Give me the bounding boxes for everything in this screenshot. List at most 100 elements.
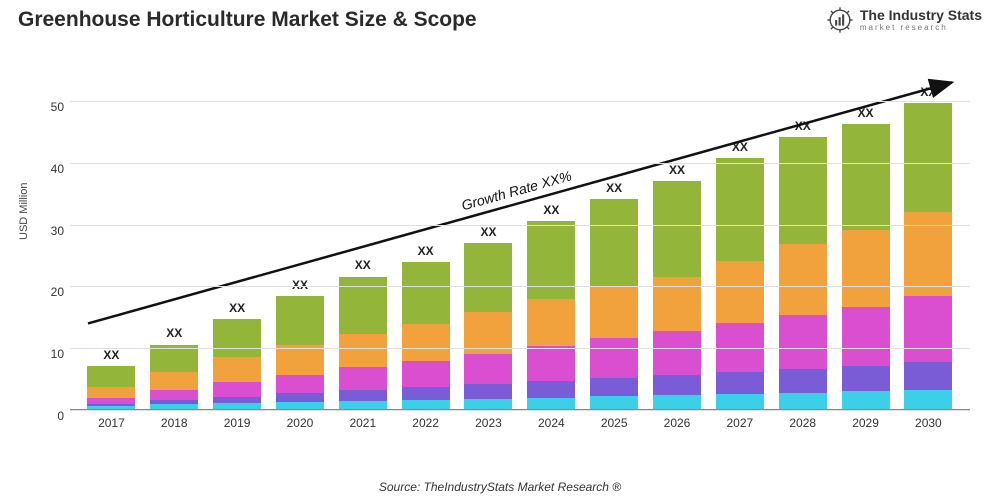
- bar-segment: [213, 357, 261, 382]
- bar-segment: [464, 354, 512, 384]
- bar-column: XX2028: [779, 137, 827, 410]
- bar-stack: [842, 124, 890, 410]
- x-tick-label: 2019: [224, 416, 251, 430]
- gridline: [70, 101, 970, 102]
- x-tick-label: 2023: [475, 416, 502, 430]
- bar-column: XX2024: [527, 221, 575, 410]
- gear-chart-icon: [826, 6, 854, 34]
- logo-sub-text: market research: [860, 24, 982, 32]
- x-tick-label: 2024: [538, 416, 565, 430]
- bar-stack: [87, 366, 135, 410]
- bar-segment: [842, 366, 890, 392]
- bar-segment: [339, 390, 387, 401]
- bar-segment: [150, 372, 198, 390]
- x-tick-label: 2018: [161, 416, 188, 430]
- y-axis-label: USD Million: [18, 183, 30, 240]
- bar-column: XX2022: [402, 262, 450, 410]
- bar-value-label: XX: [858, 106, 874, 120]
- bar-segment: [716, 394, 764, 410]
- bar-segment: [527, 221, 575, 299]
- bar-segment: [87, 387, 135, 398]
- bar-value-label: XX: [795, 119, 811, 133]
- bar-segment: [590, 199, 638, 287]
- y-tick-label: 0: [57, 409, 64, 423]
- bar-segment: [527, 346, 575, 381]
- x-tick-label: 2028: [789, 416, 816, 430]
- bar-column: XX2030: [904, 103, 952, 410]
- y-tick-label: 40: [51, 162, 64, 176]
- bar-segment: [842, 391, 890, 410]
- bar-segment: [653, 375, 701, 395]
- gridline: [70, 225, 970, 226]
- bar-segment: [904, 103, 952, 212]
- bar-segment: [402, 387, 450, 400]
- gridline: [70, 163, 970, 164]
- x-tick-label: 2029: [852, 416, 879, 430]
- bar-segment: [904, 390, 952, 410]
- bar-value-label: XX: [920, 85, 936, 99]
- brand-logo: The Industry Stats market research: [826, 6, 982, 34]
- bar-segment: [653, 181, 701, 277]
- bar-column: XX2025: [590, 199, 638, 410]
- bar-segment: [339, 367, 387, 389]
- bar-segment: [213, 382, 261, 397]
- bar-segment: [276, 296, 324, 345]
- bar-segment: [842, 124, 890, 230]
- bar-stack: [779, 137, 827, 410]
- x-tick-label: 2027: [727, 416, 754, 430]
- x-tick-label: 2022: [412, 416, 439, 430]
- bar-segment: [779, 137, 827, 244]
- bar-column: XX2029: [842, 124, 890, 410]
- bar-column: XX2019: [213, 319, 261, 410]
- bar-stack: [590, 199, 638, 410]
- bar-value-label: XX: [543, 203, 559, 217]
- bar-segment: [402, 262, 450, 324]
- chart-area: XX2017XX2018XX2019XX2020XX2021XX2022XX20…: [70, 70, 970, 440]
- bar-segment: [527, 299, 575, 346]
- bar-segment: [402, 324, 450, 361]
- bar-segment: [464, 384, 512, 399]
- bar-segment: [653, 331, 701, 375]
- x-tick-label: 2017: [98, 416, 125, 430]
- bar-segment: [842, 230, 890, 307]
- bar-segment: [339, 277, 387, 334]
- x-tick-label: 2021: [349, 416, 376, 430]
- bar-column: XX2026: [653, 181, 701, 410]
- bar-column: XX2020: [276, 296, 324, 410]
- bar-value-label: XX: [229, 301, 245, 315]
- bar-segment: [779, 315, 827, 368]
- bars-container: XX2017XX2018XX2019XX2020XX2021XX2022XX20…: [70, 70, 970, 410]
- bar-column: XX2023: [464, 243, 512, 410]
- bar-value-label: XX: [732, 140, 748, 154]
- bar-segment: [590, 378, 638, 397]
- x-tick-label: 2020: [287, 416, 314, 430]
- bar-value-label: XX: [669, 163, 685, 177]
- bar-column: XX2018: [150, 345, 198, 411]
- bar-stack: [653, 181, 701, 410]
- bar-segment: [339, 334, 387, 367]
- y-tick-label: 20: [51, 285, 64, 299]
- bar-value-label: XX: [166, 326, 182, 340]
- x-tick-label: 2025: [601, 416, 628, 430]
- bar-segment: [904, 296, 952, 362]
- bar-segment: [779, 393, 827, 410]
- bar-segment: [150, 390, 198, 400]
- bar-segment: [590, 338, 638, 378]
- logo-main-text: The Industry Stats: [860, 8, 982, 22]
- bar-segment: [590, 287, 638, 338]
- bar-segment: [464, 243, 512, 312]
- bar-segment: [402, 361, 450, 387]
- bar-value-label: XX: [480, 225, 496, 239]
- bar-stack: [402, 262, 450, 410]
- bar-stack: [904, 103, 952, 410]
- bar-segment: [716, 158, 764, 261]
- bar-stack: [213, 319, 261, 410]
- y-tick-label: 50: [51, 100, 64, 114]
- bar-segment: [904, 362, 952, 390]
- bar-stack: [464, 243, 512, 410]
- bar-value-label: XX: [606, 181, 622, 195]
- bar-stack: [716, 158, 764, 410]
- gridline: [70, 410, 970, 411]
- y-tick-label: 30: [51, 224, 64, 238]
- bar-stack: [527, 221, 575, 410]
